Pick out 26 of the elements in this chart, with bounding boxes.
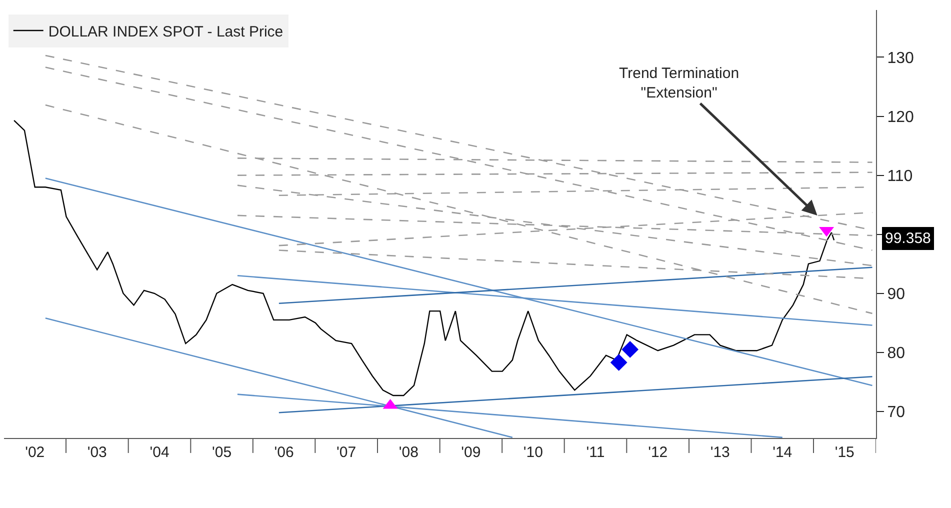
x-tick-label: '05 — [212, 444, 232, 461]
legend-label: DOLLAR INDEX SPOT - Last Price — [48, 23, 284, 40]
x-tick-label: '08 — [398, 444, 418, 461]
y-tick-label: 80 — [887, 345, 906, 362]
x-tick-label: '07 — [336, 444, 356, 461]
y-tick-label: 90 — [887, 286, 906, 303]
y-tick-label: 110 — [887, 168, 913, 185]
x-tick-label: '02 — [25, 444, 45, 461]
annotation: 99.358 — [885, 230, 931, 247]
point — [610, 354, 628, 371]
x-tick-label: '10 — [523, 444, 543, 461]
y-tick-label: 70 — [887, 404, 906, 422]
annotation: Trend Termination "Extension" — [619, 65, 740, 102]
x-tick-label: '15 — [834, 444, 854, 461]
x-tick-label: '14 — [772, 444, 792, 461]
x-tick-label: '11 — [586, 444, 605, 461]
y-tick-label: 130 — [887, 50, 914, 67]
x-tick-label: '13 — [710, 444, 730, 461]
x-tick-label: '12 — [648, 444, 668, 461]
x-tick-label: '09 — [461, 444, 481, 461]
line-series — [13, 120, 835, 396]
point — [622, 341, 639, 358]
y-tick-label: 120 — [887, 108, 914, 126]
x-tick-label: '03 — [87, 444, 107, 461]
x-tick-label: '06 — [274, 444, 294, 461]
x-tick-label: '04 — [150, 444, 170, 461]
